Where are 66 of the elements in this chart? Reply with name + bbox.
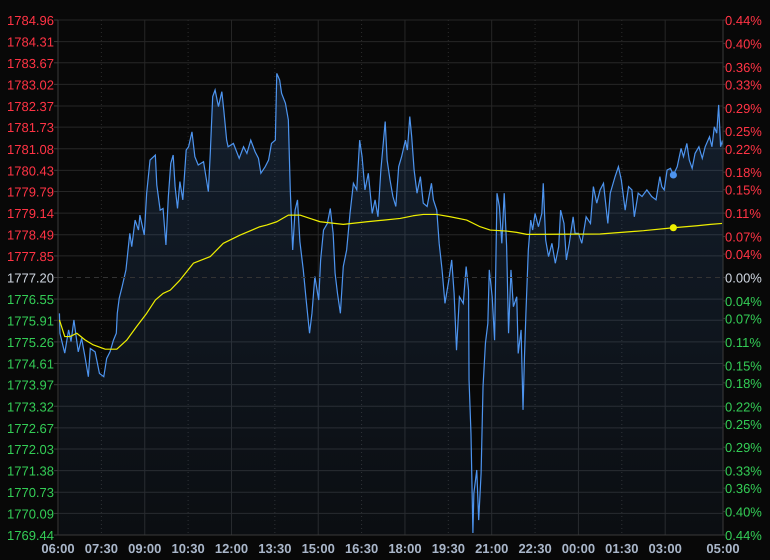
x-tick-label: 16:30 xyxy=(344,541,378,556)
y-tick-label: 1772.67 xyxy=(7,420,54,436)
x-tick-label: 22:30 xyxy=(518,541,552,556)
y-tick-label: 1773.32 xyxy=(7,399,54,414)
y2-tick-label: 0.29% xyxy=(725,100,762,116)
y-tick-label: 1775.26 xyxy=(7,334,54,350)
x-tick-label: 10:30 xyxy=(171,541,205,556)
y-tick-label: 1777.20 xyxy=(7,270,54,286)
y2-tick-label: 0.15% xyxy=(725,358,762,374)
y2-tick-label: 0.40% xyxy=(725,36,762,52)
y2-tick-label: 0.04% xyxy=(725,247,762,262)
y-tick-label: 1781.73 xyxy=(7,120,54,136)
y2-tick-label: 0.44% xyxy=(725,528,762,543)
y-tick-label: 1782.37 xyxy=(7,98,54,114)
y-tick-label: 1778.49 xyxy=(7,228,54,243)
y-tick-label: 1779.14 xyxy=(7,206,54,222)
x-tick-label: 18:00 xyxy=(388,541,422,556)
y2-tick-label: 0.36% xyxy=(725,481,762,496)
y-tick-label: 1784.96 xyxy=(7,13,54,28)
y-tick-label: 1783.02 xyxy=(7,77,54,92)
y2-tick-label: 0.04% xyxy=(725,294,762,309)
x-tick-label: 03:00 xyxy=(648,541,682,556)
y-tick-label: 1773.97 xyxy=(7,378,54,393)
x-tick-label: 19:30 xyxy=(432,541,465,556)
y2-tick-label: 0.11% xyxy=(725,334,762,350)
y2-tick-label: 0.25% xyxy=(725,124,762,140)
y-tick-label: 1784.31 xyxy=(7,34,54,50)
y2-tick-label: 0.18% xyxy=(725,376,762,391)
y2-tick-label: 0.11% xyxy=(725,206,762,222)
y2-tick-label: 0.40% xyxy=(725,504,762,520)
x-tick-label: 09:00 xyxy=(128,541,162,556)
y2-tick-label: 0.33% xyxy=(725,464,762,479)
y2-tick-label: 0.22% xyxy=(725,399,762,414)
y2-tick-label: 0.18% xyxy=(725,165,762,180)
y-tick-label: 1781.08 xyxy=(7,142,54,157)
y2-tick-label: 0.07% xyxy=(725,230,762,245)
y-tick-label: 1769.44 xyxy=(7,528,54,543)
y-tick-label: 1774.61 xyxy=(7,356,54,372)
y-tick-label: 1777.85 xyxy=(7,248,54,264)
y-tick-label: 1780.43 xyxy=(7,163,54,178)
y-tick-label: 1779.79 xyxy=(7,184,54,200)
y-tick-label: 1770.09 xyxy=(7,506,54,522)
x-tick-label: 15:00 xyxy=(302,541,335,556)
x-tick-label: 13:30 xyxy=(258,541,292,556)
x-tick-label: 00:00 xyxy=(562,541,596,556)
y2-tick-label: 0.33% xyxy=(725,77,762,92)
y-tick-label: 1775.91 xyxy=(7,313,54,328)
y2-tick-label: 0.07% xyxy=(725,311,762,326)
y-tick-label: 1770.73 xyxy=(7,485,54,500)
x-tick-label: 05:00 xyxy=(706,541,740,556)
y2-tick-label: 0.29% xyxy=(725,440,762,456)
x-tick-label: 01:30 xyxy=(605,541,638,556)
x-tick-label: 12:00 xyxy=(214,541,248,556)
y-tick-label: 1771.38 xyxy=(7,464,54,479)
y-tick-label: 1783.67 xyxy=(7,56,54,71)
y-tick-label: 1772.03 xyxy=(7,442,54,458)
y2-tick-label: 0.44% xyxy=(725,13,762,28)
y-tick-label: 1776.55 xyxy=(7,292,54,308)
x-tick-label: 21:00 xyxy=(475,541,508,556)
y2-tick-label: 0.00% xyxy=(725,270,762,286)
y2-tick-label: 0.36% xyxy=(725,60,762,75)
y2-tick-label: 0.15% xyxy=(725,182,762,198)
y2-tick-label: 0.25% xyxy=(725,416,762,432)
x-tick-label: 07:30 xyxy=(84,541,118,556)
y2-tick-label: 0.22% xyxy=(725,142,762,157)
x-tick-label: 06:00 xyxy=(41,541,75,556)
